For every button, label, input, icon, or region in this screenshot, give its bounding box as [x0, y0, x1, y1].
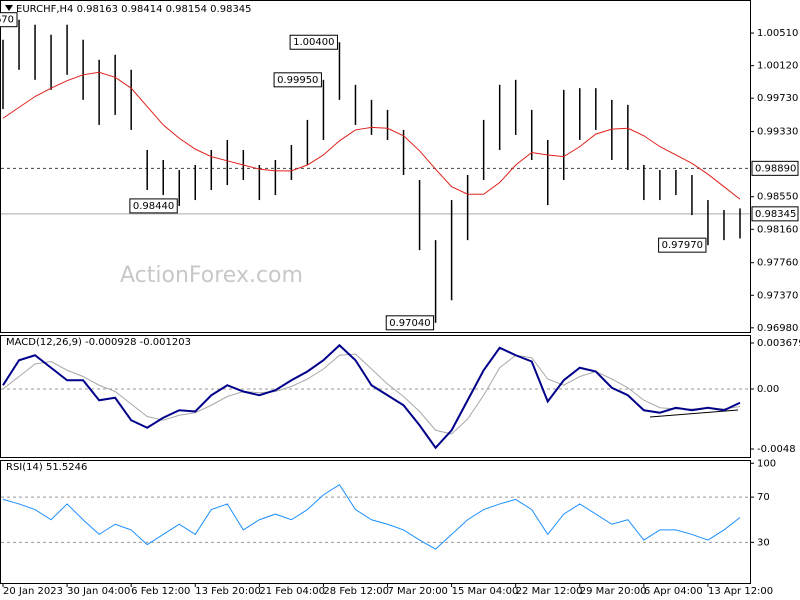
price-annotation-box [0, 12, 18, 28]
x-tick-label: 7 Mar 20:00 [388, 586, 448, 597]
price-annotation-box [289, 34, 338, 50]
y-tick-label: 0.98160 [757, 224, 798, 235]
x-tick-label: 20 Jan 2023 [3, 586, 63, 597]
signal-line [2, 353, 741, 435]
trend-line [649, 409, 739, 418]
x-tick-label: 30 Jan 04:00 [67, 586, 130, 597]
moving-average [2, 71, 741, 200]
y-tick-label: 0.98550 [757, 192, 798, 203]
rsi-line [2, 484, 741, 550]
y-tick-label: 1.00120 [757, 61, 798, 72]
level-box [751, 206, 799, 222]
y-tick-label: 0.00 [757, 384, 779, 395]
y-tick-label: 0.003679 [757, 338, 800, 349]
panel-title: RSI(14) 51.5246 [6, 462, 87, 473]
rsi-panel [0, 460, 751, 584]
level-label: 0.98890 [755, 163, 796, 174]
x-tick-label: 22 Mar 12:00 [516, 586, 583, 597]
x-tick-label: 29 Mar 20:00 [580, 586, 647, 597]
price-annotation: 0.98440 [133, 201, 174, 212]
level-label: 0.98345 [755, 209, 796, 220]
y-tick-label: 70 [757, 492, 770, 503]
y-tick-label: 0.99730 [757, 93, 798, 104]
level-box [751, 160, 799, 176]
x-tick-label: 28 Feb 12:00 [323, 586, 389, 597]
price-annotation-box [385, 315, 435, 331]
x-tick-label: 6 Apr 04:00 [644, 586, 703, 597]
y-tick-label: 0.97370 [757, 290, 798, 301]
x-tick-label: 13 Apr 12:00 [708, 586, 773, 597]
x-tick-label: 13 Feb 20:00 [195, 586, 261, 597]
price-annotation: 0.99950 [277, 75, 318, 86]
price-annotation-box [273, 72, 322, 88]
y-tick-label: 0.99330 [757, 127, 798, 138]
price-annotation: 670 [0, 15, 14, 26]
y-tick-label: 100 [757, 458, 776, 469]
y-tick-label: 0.97760 [757, 258, 798, 269]
symbol-icon [5, 5, 13, 11]
macd-line [2, 343, 741, 450]
price-annotation: 0.97970 [662, 240, 703, 251]
price-annotation-box [129, 198, 178, 214]
x-tick-label: 21 Feb 04:00 [259, 586, 325, 597]
panel-title: EURCHF,H4 0.98163 0.98414 0.98154 0.9834… [16, 4, 252, 15]
panel-title: MACD(12,26,9) -0.000928 -0.001203 [6, 337, 191, 348]
macd-panel [0, 335, 751, 458]
y-tick-label: 1.00510 [757, 28, 798, 39]
x-tick-label: 15 Mar 04:00 [452, 586, 519, 597]
x-tick-label: 6 Feb 12:00 [131, 586, 190, 597]
y-tick-label: -0.0048 [757, 444, 796, 455]
price-panel [0, 0, 751, 333]
watermark: ActionForex.com [120, 263, 303, 288]
price-annotation-box [658, 237, 707, 253]
price-annotation: 1.00400 [293, 37, 334, 48]
y-tick-label: 0.96980 [757, 323, 798, 334]
price-annotation: 0.97040 [389, 318, 430, 329]
y-tick-label: 30 [757, 537, 770, 548]
